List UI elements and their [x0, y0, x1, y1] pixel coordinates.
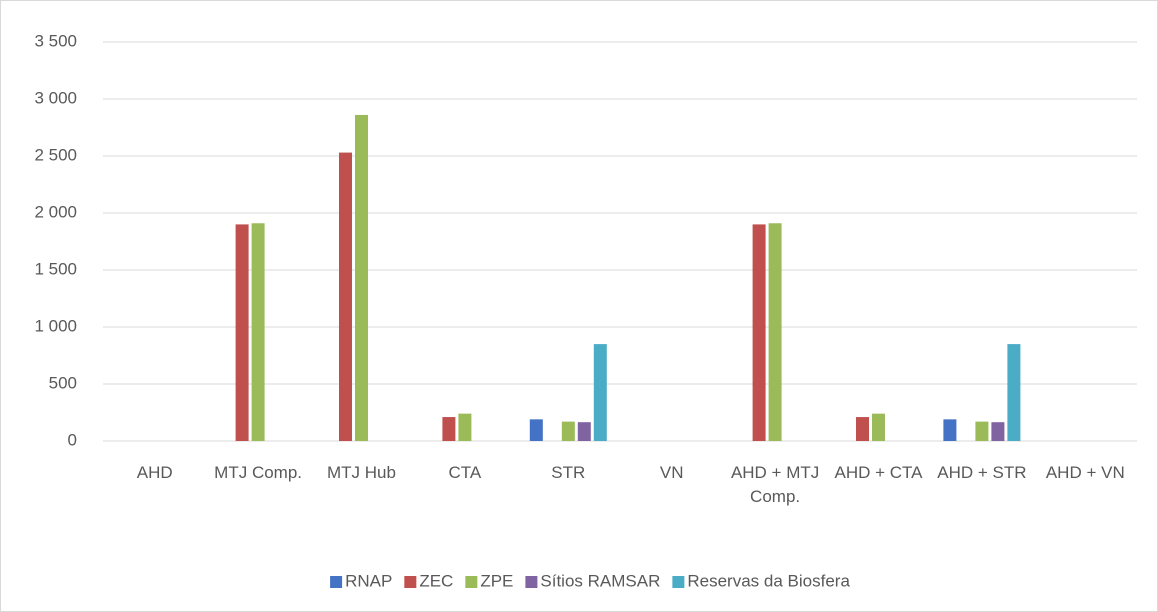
bar — [235, 224, 249, 441]
legend: RNAP ZEC ZPE Sítios RAMSAR Reservas da Biosf… — [330, 571, 850, 590]
bar — [856, 417, 869, 441]
bar — [339, 152, 352, 441]
bar — [251, 223, 265, 441]
bar — [561, 421, 575, 441]
bar — [975, 421, 989, 441]
bar — [577, 422, 591, 441]
legend-swatch — [672, 576, 685, 588]
legend-label: Sítios RAMSAR — [540, 571, 660, 590]
x-tick-label: AHD — [136, 463, 173, 482]
legend-swatch — [465, 576, 478, 588]
y-tick-label: 500 — [49, 373, 77, 392]
y-tick-label: 3 500 — [34, 31, 77, 50]
x-tick-label-box: MTJ Hub — [327, 463, 396, 482]
legend-label: ZPE — [480, 571, 513, 590]
bar — [355, 114, 368, 442]
legend-label: ZEC — [419, 571, 453, 590]
x-tick-label-box: MTJ Comp. — [214, 463, 303, 482]
x-tick-label-box: AHD + MTJ Comp. — [730, 463, 820, 506]
y-tick-label: 3 000 — [34, 88, 77, 107]
x-tick-label-box: AHD + STR — [937, 463, 1027, 482]
x-tick-label: STR — [551, 463, 586, 482]
x-tick-label: MTJ Hub — [327, 463, 396, 482]
x-tick-label: MTJ Comp. — [214, 463, 303, 482]
y-tick-label: 2 000 — [34, 202, 77, 221]
x-tick-label: AHD + VN — [1045, 463, 1125, 482]
y-tick-label: 2 500 — [34, 145, 77, 164]
x-tick-label-box: AHD — [136, 463, 173, 482]
y-tick-label: 1 000 — [34, 316, 77, 335]
x-tick-label-box: CTA — [448, 463, 482, 482]
bar — [593, 344, 607, 441]
x-tick-label: AHD + CTA — [834, 463, 923, 482]
x-tick-label: VN — [659, 463, 684, 482]
x-tick-label: CTA — [448, 463, 482, 482]
bar — [991, 422, 1005, 441]
bar — [768, 223, 782, 441]
x-tick-label-box: VN — [659, 463, 684, 482]
y-tick-label: 0 — [68, 430, 77, 449]
x-tick-label-box: STR — [551, 463, 586, 482]
y-tick-label: 1 500 — [34, 259, 77, 278]
legend-swatch — [330, 576, 343, 588]
bar — [1007, 344, 1021, 441]
x-tick-label-box: AHD + VN — [1045, 463, 1125, 482]
x-tick-label: AHD + STR — [937, 463, 1027, 482]
bar — [458, 413, 472, 441]
x-tick-label: AHD + MTJ Comp. — [730, 463, 820, 506]
bar — [872, 413, 885, 441]
legend-swatch — [525, 576, 538, 588]
legend-label: Reservas da Biosfera — [687, 571, 850, 590]
legend-label: RNAP — [345, 571, 392, 590]
bar — [943, 419, 957, 441]
bar — [529, 419, 543, 441]
bar — [442, 417, 456, 441]
x-tick-label-box: AHD + CTA — [834, 463, 923, 482]
legend-swatch — [404, 576, 417, 588]
bar — [752, 224, 766, 441]
